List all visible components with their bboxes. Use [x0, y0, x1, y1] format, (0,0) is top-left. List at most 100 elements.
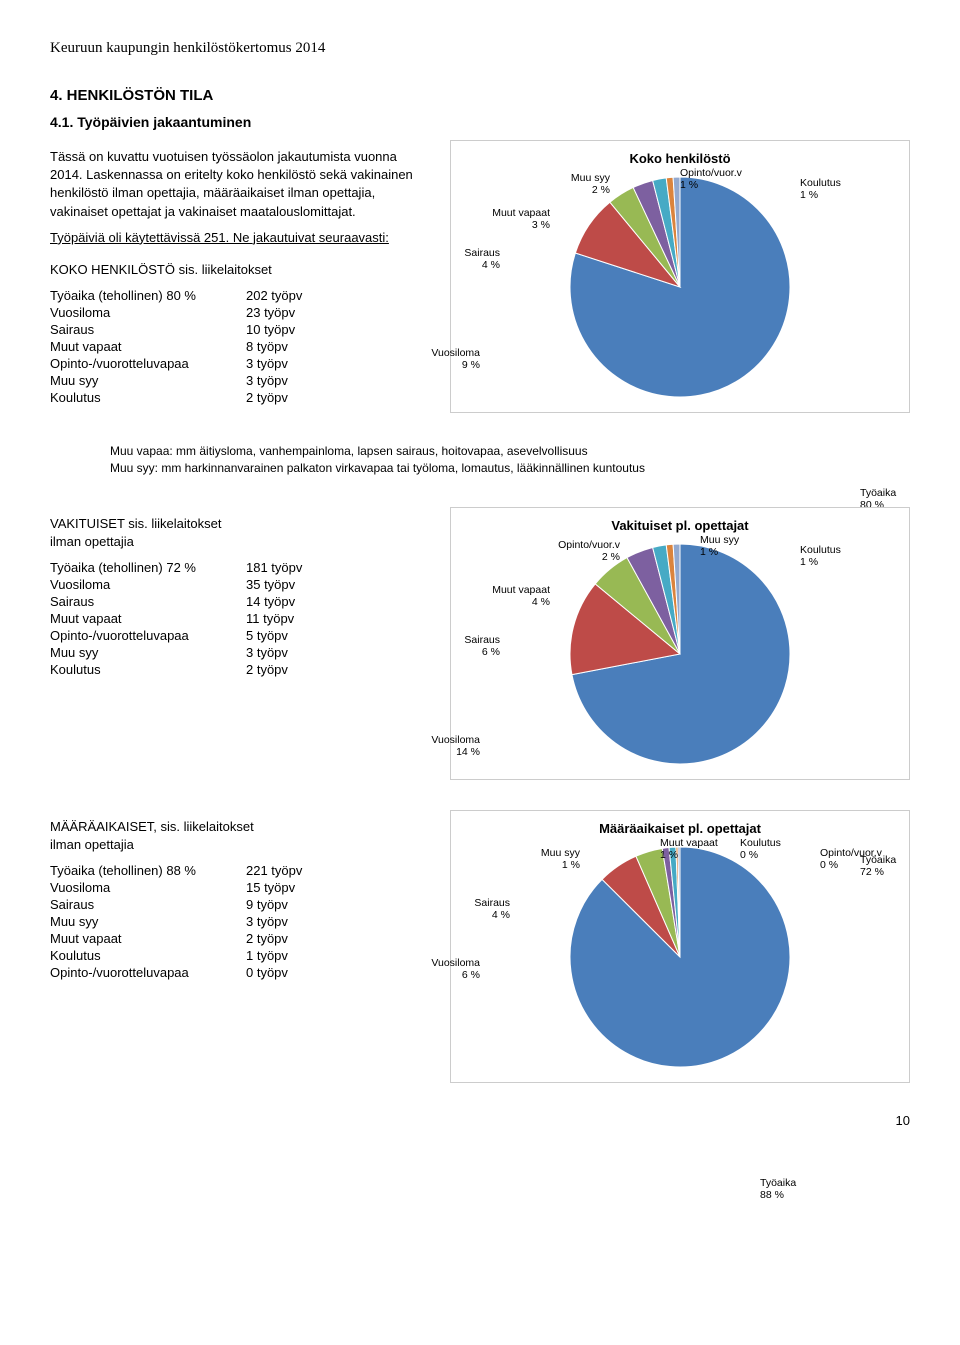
row-label: Muut vapaat — [50, 338, 246, 355]
row-value: 3 työpv — [246, 372, 308, 389]
table-row: Muu syy3 työpv — [50, 372, 308, 389]
row-value: 35 työpv — [246, 576, 308, 593]
left-column-1: Tässä on kuvattu vuotuisen työssäolon ja… — [50, 140, 450, 406]
row-label: Vuosiloma — [50, 576, 246, 593]
row-label: Opinto-/vuorotteluvapaa — [50, 355, 246, 372]
pie-label: Sairaus4 % — [464, 247, 500, 271]
row-value: 23 työpv — [246, 304, 308, 321]
row-label: Muu syy — [50, 913, 246, 930]
row-value: 10 työpv — [246, 321, 308, 338]
row-label: Opinto-/vuorotteluvapaa — [50, 964, 246, 981]
days-intro: Työpäiviä oli käytettävissä 251. Ne jaka… — [50, 229, 430, 247]
row-label: Vuosiloma — [50, 879, 246, 896]
pie-label: Vuosiloma9 % — [431, 347, 480, 371]
block2-title-1: VAKITUISET sis. liikelaitokset — [50, 515, 430, 533]
row-label: Muu syy — [50, 372, 246, 389]
footnote-block: Muu vapaa: mm äitiysloma, vanhempainloma… — [110, 443, 870, 477]
row-value: 15 työpv — [246, 879, 308, 896]
pie-label: Työaika88 % — [760, 1177, 796, 1201]
block2-title-2: ilman opettajia — [50, 533, 430, 551]
row-label: Muut vapaat — [50, 610, 246, 627]
row-value: 3 työpv — [246, 913, 308, 930]
table-row: Työaika (tehollinen) 88 %221 työpv — [50, 862, 308, 879]
row-label: Sairaus — [50, 321, 246, 338]
document-header: Keuruun kaupungin henkilöstökertomus 201… — [50, 40, 910, 57]
pie-svg — [565, 172, 795, 402]
section-title: 4. HENKILÖSTÖN TILA — [50, 87, 910, 104]
pie-chart-1: Työaika80 %Vuosiloma9 %Sairaus4 %Muut va… — [565, 172, 795, 402]
pie-label: Muu syy2 % — [571, 172, 610, 196]
pie-label: Koulutus1 % — [800, 177, 841, 201]
pie-label: Muu syy1 % — [700, 534, 739, 558]
row-label: Työaika (tehollinen) 88 % — [50, 862, 246, 879]
row-value: 1 työpv — [246, 947, 308, 964]
row-value: 2 työpv — [246, 661, 308, 678]
pie-chart-3: Työaika88 %Vuosiloma6 %Sairaus4 %Muu syy… — [565, 842, 795, 1072]
table-row: Koulutus2 työpv — [50, 661, 308, 678]
row-label: Koulutus — [50, 947, 246, 964]
row-label: Koulutus — [50, 661, 246, 678]
row-value: 181 työpv — [246, 559, 308, 576]
left-column-2: VAKITUISET sis. liikelaitokset ilman ope… — [50, 507, 450, 678]
page-number: 10 — [50, 1113, 910, 1128]
chart3-title: Määräaikaiset pl. opettajat — [461, 821, 899, 836]
table-row: Muu syy3 työpv — [50, 913, 308, 930]
block1-title: KOKO HENKILÖSTÖ sis. liikelaitokset — [50, 261, 430, 279]
row-value: 2 työpv — [246, 389, 308, 406]
table-row: Sairaus9 työpv — [50, 896, 308, 913]
table-row: Opinto-/vuorotteluvapaa5 työpv — [50, 627, 308, 644]
table-row: Koulutus2 työpv — [50, 389, 308, 406]
table-row: Muut vapaat2 työpv — [50, 930, 308, 947]
note-line-2: Muu syy: mm harkinnanvarainen palkaton v… — [110, 460, 870, 477]
row-value: 5 työpv — [246, 627, 308, 644]
pie-label: Opinto/vuor.v2 % — [558, 539, 620, 563]
table-row: Työaika (tehollinen) 72 %181 työpv — [50, 559, 308, 576]
row-value: 8 työpv — [246, 338, 308, 355]
table-row: Opinto-/vuorotteluvapaa0 työpv — [50, 964, 308, 981]
intro-paragraph: Tässä on kuvattu vuotuisen työssäolon ja… — [50, 148, 430, 221]
pie-svg — [565, 842, 795, 1072]
subsection-title: 4.1. Työpäivien jakaantuminen — [50, 114, 910, 130]
row-value: 0 työpv — [246, 964, 308, 981]
chart-box-2: Vakituiset pl. opettajat Työaika72 %Vuos… — [450, 507, 910, 780]
pie-label: Sairaus6 % — [464, 634, 500, 658]
pie-label: Muu syy1 % — [541, 847, 580, 871]
pie-chart-2: Työaika72 %Vuosiloma14 %Sairaus6 %Muut v… — [565, 539, 795, 769]
pie-label: Muut vapaat1 % — [660, 837, 718, 861]
block3-title-1: MÄÄRÄAIKAISET, sis. liikelaitokset — [50, 818, 430, 836]
pie-label: Opinto/vuor.v1 % — [680, 167, 742, 191]
table-row: Työaika (tehollinen) 80 %202 työpv — [50, 287, 308, 304]
table-row: Muut vapaat11 työpv — [50, 610, 308, 627]
table-row: Opinto-/vuorotteluvapaa3 työpv — [50, 355, 308, 372]
note-line-1: Muu vapaa: mm äitiysloma, vanhempainloma… — [110, 443, 870, 460]
pie-label: Muut vapaat4 % — [492, 584, 550, 608]
pie-svg — [565, 539, 795, 769]
data-table-1: Työaika (tehollinen) 80 %202 työpvVuosil… — [50, 287, 308, 406]
row-label: Muu syy — [50, 644, 246, 661]
pie-label: Vuosiloma14 % — [431, 734, 480, 758]
chart2-title: Vakituiset pl. opettajat — [461, 518, 899, 533]
chart-box-3: Määräaikaiset pl. opettajat Työaika88 %V… — [450, 810, 910, 1083]
row-label: Vuosiloma — [50, 304, 246, 321]
table-row: Vuosiloma23 työpv — [50, 304, 308, 321]
row-value: 11 työpv — [246, 610, 308, 627]
row-value: 221 työpv — [246, 862, 308, 879]
pie-label: Vuosiloma6 % — [431, 957, 480, 981]
row-label: Opinto-/vuorotteluvapaa — [50, 627, 246, 644]
block3-title-2: ilman opettajia — [50, 836, 430, 854]
table-row: Koulutus1 työpv — [50, 947, 308, 964]
row-label: Sairaus — [50, 896, 246, 913]
row-value: 202 työpv — [246, 287, 308, 304]
row-value: 3 työpv — [246, 644, 308, 661]
chart-box-1: Koko henkilöstö Työaika80 %Vuosiloma9 %S… — [450, 140, 910, 413]
left-column-3: MÄÄRÄAIKAISET, sis. liikelaitokset ilman… — [50, 810, 450, 981]
row-value: 2 työpv — [246, 930, 308, 947]
table-row: Vuosiloma15 työpv — [50, 879, 308, 896]
table-row: Sairaus10 työpv — [50, 321, 308, 338]
row-value: 14 työpv — [246, 593, 308, 610]
table-row: Muu syy3 työpv — [50, 644, 308, 661]
table-row: Sairaus14 työpv — [50, 593, 308, 610]
chart1-title: Koko henkilöstö — [461, 151, 899, 166]
row-label: Työaika (tehollinen) 80 % — [50, 287, 246, 304]
row-label: Työaika (tehollinen) 72 % — [50, 559, 246, 576]
